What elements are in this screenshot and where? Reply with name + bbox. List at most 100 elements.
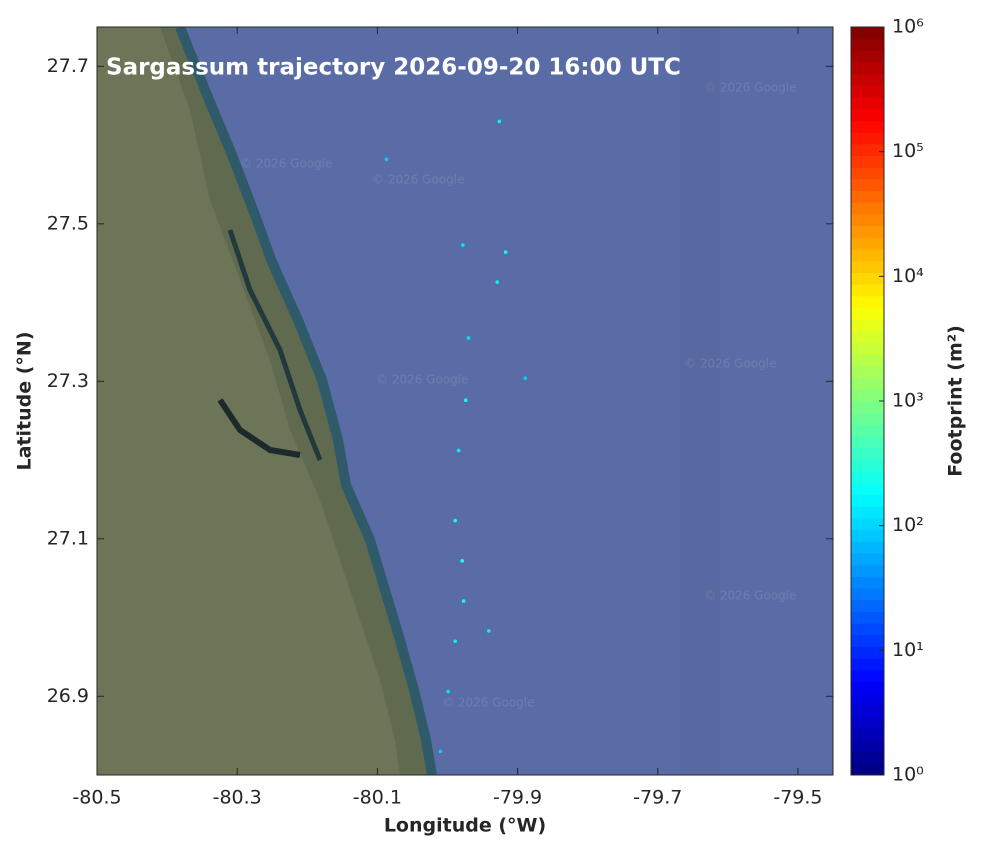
sargassum-point xyxy=(446,689,450,694)
colorbar-band xyxy=(851,190,884,203)
sargassum-point xyxy=(495,280,500,284)
colorbar-band xyxy=(851,716,884,729)
colorbar-tick-label: 10⁵ xyxy=(892,140,924,162)
colorbar-band xyxy=(851,576,884,589)
colorbar-band xyxy=(851,307,884,320)
y-axis-label: Latitude (°N) xyxy=(14,331,36,470)
colorbar-band xyxy=(851,704,884,718)
sargassum-point xyxy=(456,448,461,453)
colorbar-band xyxy=(851,599,884,612)
colorbar-band xyxy=(851,681,884,694)
colorbar-band xyxy=(851,295,884,308)
colorbar-band xyxy=(851,50,884,63)
colorbar-band xyxy=(851,751,884,764)
chart-title: Sargassum trajectory 2026-09-20 16:00 UT… xyxy=(106,55,681,81)
colorbar-band xyxy=(851,143,884,157)
sargassum-point xyxy=(503,250,508,254)
colorbar-band xyxy=(851,529,884,542)
colorbar-band xyxy=(851,552,884,566)
colorbar-band xyxy=(851,27,884,40)
sargassum-point xyxy=(453,639,457,643)
colorbar-tick-label: 10⁶ xyxy=(892,16,924,38)
colorbar-band xyxy=(851,459,884,472)
colorbar-band xyxy=(851,237,884,250)
sargassum-point xyxy=(487,629,491,633)
colorbar-band xyxy=(851,611,884,624)
y-tick-label: 27.1 xyxy=(47,527,89,549)
colorbar-band xyxy=(851,739,884,753)
sargassum-point xyxy=(497,119,502,124)
colorbar-band xyxy=(851,412,884,425)
sargassum-point xyxy=(384,157,389,162)
watermark: © 2026 Google xyxy=(240,157,332,171)
colorbar-band xyxy=(851,634,884,647)
colorbar-band xyxy=(851,260,884,273)
colorbar-band xyxy=(851,73,884,86)
colorbar-band xyxy=(851,389,884,402)
y-tick-label: 26.9 xyxy=(47,685,89,707)
colorbar-band xyxy=(851,517,884,531)
sargassum-point xyxy=(461,599,466,603)
colorbar-band xyxy=(851,330,884,344)
x-tick-label: -80.5 xyxy=(72,787,121,809)
colorbar-band xyxy=(851,471,884,484)
colorbar-tick-label: 10⁴ xyxy=(892,265,924,287)
watermark: © 2026 Google xyxy=(704,81,796,95)
map-frame xyxy=(96,26,834,776)
y-tick-label: 27.3 xyxy=(47,370,89,392)
colorbar-band xyxy=(851,319,884,332)
colorbar-band xyxy=(851,728,884,741)
sargassum-point xyxy=(461,243,465,247)
colorbar-band xyxy=(851,623,884,636)
sargassum-point xyxy=(466,336,471,340)
colorbar-tick-label: 10³ xyxy=(892,390,924,412)
x-tick-label: -79.7 xyxy=(633,787,682,809)
colorbar-band xyxy=(851,167,884,180)
colorbar-band xyxy=(851,202,884,215)
colorbar-band xyxy=(851,272,884,285)
colorbar-band xyxy=(851,132,884,145)
watermarks: © 2026 Google © 2026 Google © 2026 Googl… xyxy=(240,81,796,710)
colorbar-band xyxy=(851,564,884,577)
sargassum-point xyxy=(523,376,528,380)
colorbar-band xyxy=(851,693,884,706)
watermark: © 2026 Google xyxy=(372,173,464,187)
colorbar-band xyxy=(851,401,884,414)
colorbar-band xyxy=(851,658,884,671)
x-tick-label: -80.3 xyxy=(213,787,262,809)
colorbar-tick-label: 10² xyxy=(892,514,924,536)
colorbar-band xyxy=(851,85,884,98)
colorbar-band xyxy=(851,506,884,519)
colorbar-band xyxy=(851,365,884,379)
x-tick-label: -80.1 xyxy=(353,787,402,809)
colorbar-band xyxy=(851,494,884,507)
colorbar-band xyxy=(851,108,884,121)
colorbar-band xyxy=(851,424,884,437)
colorbar-band xyxy=(851,646,884,659)
colorbar-band xyxy=(851,342,884,355)
x-axis-label: Longitude (°W) xyxy=(384,815,546,837)
map-background xyxy=(97,27,833,775)
x-tick-label: -79.9 xyxy=(493,787,542,809)
colorbar-band xyxy=(851,155,884,168)
colorbar-label: Footprint (m²) xyxy=(945,325,967,477)
colorbar-band xyxy=(851,62,884,75)
watermark: © 2026 Google xyxy=(376,373,468,387)
colorbar-band xyxy=(851,120,884,133)
colorbar-band xyxy=(851,38,884,51)
colorbar-band xyxy=(851,354,884,367)
colorbar-band xyxy=(851,763,884,776)
watermark: © 2026 Google xyxy=(684,357,776,371)
colorbar-band xyxy=(851,482,884,495)
watermark: © 2026 Google xyxy=(442,696,534,710)
sargassum-point xyxy=(463,398,468,403)
colorbar-band xyxy=(851,588,884,601)
colorbar-band xyxy=(851,447,884,460)
colorbar-band xyxy=(851,377,884,390)
colorbar-band xyxy=(851,249,884,262)
colorbar-band xyxy=(851,178,884,192)
colorbar-tick-label: 10¹ xyxy=(892,639,924,661)
colorbar-band xyxy=(851,97,884,110)
watermark: © 2026 Google xyxy=(704,589,796,603)
